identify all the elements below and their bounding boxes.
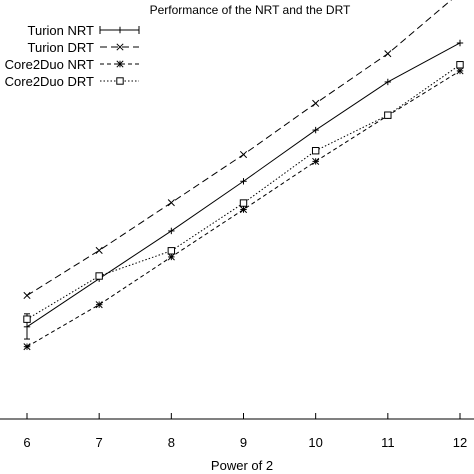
data-point [312,157,320,165]
plot-series [23,0,464,351]
data-point [95,272,103,280]
legend-marker [116,60,124,68]
legend-item: Turion DRT [28,40,139,55]
series-turion-drt [23,0,452,300]
x-tick-label: 11 [381,435,395,450]
x-tick-label: 10 [308,435,322,450]
series-core2duo-nrt [23,67,464,351]
data-point [95,246,103,254]
legend-item: Core2Duo DRT [5,74,139,89]
data-point [239,150,248,159]
data-point [167,247,176,255]
x-tick-label: 7 [96,435,103,450]
x-tick-label: 9 [240,435,247,450]
data-point [312,126,319,134]
data-point [23,315,31,323]
data-point [239,205,248,214]
legend-item: Turion NRT [28,23,140,38]
data-point [384,78,392,86]
legend: Turion NRT Turion DRT Core2Duo NRT Core2Duo… [5,23,140,89]
series-line [26,64,461,320]
x-tick-label: 6 [23,435,30,450]
data-point [240,178,247,185]
legend-label: Core2Duo DRT [5,74,94,89]
data-point [384,50,392,58]
legend-label: Core2Duo NRT [5,57,94,72]
x-tick-label: 8 [168,435,175,450]
data-point [167,253,175,261]
legend-label: Turion NRT [28,23,95,38]
data-point [95,301,103,309]
data-point [384,111,392,119]
data-point [168,227,175,235]
series-core2duo-drt [23,61,464,323]
legend-marker [116,77,124,85]
data-point [456,61,464,69]
data-point [167,199,175,207]
legend-item: Core2Duo NRT [5,57,139,72]
data-point [456,67,464,75]
data-point [23,343,31,351]
data-point [311,147,320,155]
x-axis-ticks: 6 7 8 9 10 11 12 [23,413,467,450]
data-point [23,291,31,300]
x-tick-label: 12 [453,435,467,450]
legend-label: Turion DRT [28,40,95,55]
data-point [23,323,31,331]
data-point [239,199,248,207]
legend-marker [116,26,124,34]
data-point [456,39,464,47]
chart-title: Performance of the NRT and the DRT [150,3,351,17]
data-point [312,99,320,107]
legend-marker [116,43,124,51]
x-axis-label: Power of 2 [211,458,273,473]
